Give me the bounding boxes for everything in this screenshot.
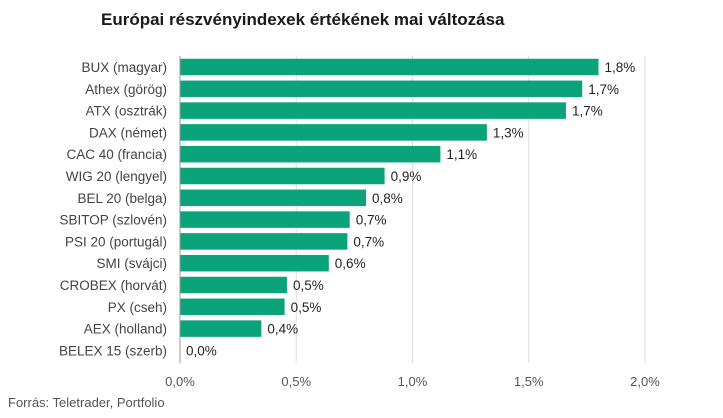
bar: [180, 189, 366, 207]
x-tick-label: 0,5%: [281, 374, 311, 389]
x-tick-label: 1,5%: [514, 374, 544, 389]
bar: [180, 145, 441, 163]
bar: [180, 320, 262, 337]
category-label: WIG 20 (lengyel): [66, 169, 167, 184]
category-label: DAX (német): [89, 125, 167, 140]
chart-title: Európai részvényindexek értékének mai vá…: [101, 10, 505, 29]
bar: [180, 124, 487, 141]
category-label: SMI (svájci): [97, 256, 168, 271]
category-label: BUX (magyar): [81, 60, 167, 75]
bar: [180, 102, 566, 119]
category-label: ATX (osztrák): [85, 104, 167, 119]
category-label: CAC 40 (francia): [66, 147, 167, 162]
data-label: 1,3%: [493, 125, 524, 140]
x-tick-label: 2,0%: [630, 374, 660, 389]
data-label: 1,7%: [572, 104, 603, 119]
data-label: 0,6%: [335, 256, 366, 271]
data-label: 0,0%: [186, 343, 217, 358]
category-label: PX (cseh): [108, 300, 167, 315]
bar: [180, 80, 583, 98]
bar: [180, 211, 350, 228]
bar: [180, 233, 348, 250]
category-label: PSI 20 (portugál): [65, 234, 167, 249]
data-label: 1,8%: [605, 60, 636, 75]
data-label: 0,9%: [391, 169, 422, 184]
x-tick-label: 1,0%: [398, 374, 428, 389]
bar: [180, 167, 385, 185]
category-label: AEX (holland): [84, 322, 167, 337]
data-label: 1,1%: [446, 147, 477, 162]
data-label: 0,5%: [291, 300, 322, 315]
data-label: 0,7%: [353, 234, 384, 249]
data-label: 0,5%: [293, 278, 324, 293]
data-label: 1,7%: [588, 82, 619, 97]
category-label: BELEX 15 (szerb): [59, 343, 167, 358]
category-label: Athex (görög): [85, 82, 167, 97]
bar: [180, 58, 599, 76]
data-label: 0,8%: [372, 191, 403, 206]
bar: [180, 276, 287, 294]
bar: [180, 254, 329, 272]
data-label: 0,4%: [267, 322, 298, 337]
bar: [180, 298, 285, 316]
category-label: BEL 20 (belga): [77, 191, 167, 206]
data-label: 0,7%: [356, 213, 387, 228]
category-label: CROBEX (horvát): [60, 278, 167, 293]
category-label: SBITOP (szlovén): [59, 213, 167, 228]
chart-source: Forrás: Teletrader, Portfolio: [8, 395, 165, 410]
x-tick-label: 0,0%: [165, 374, 195, 389]
